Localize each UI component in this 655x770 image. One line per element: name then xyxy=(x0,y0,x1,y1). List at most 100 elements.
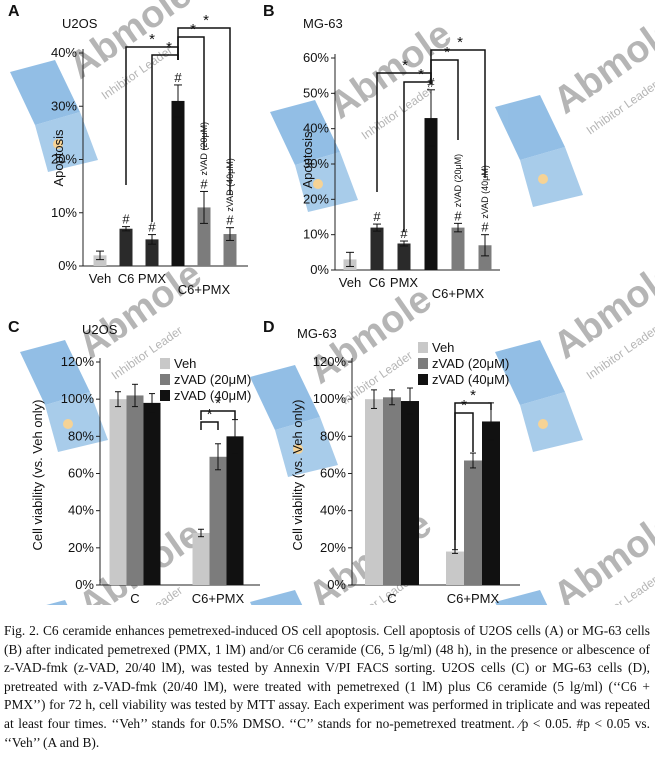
x-tick-label: Veh xyxy=(89,271,111,286)
y-tick-label: 10% xyxy=(303,227,329,242)
significance-star: * xyxy=(149,31,155,48)
bar-label-vertical: zVAD (40μM) xyxy=(480,165,490,219)
bar xyxy=(197,207,211,266)
legend-swatch xyxy=(418,342,428,353)
bar xyxy=(397,243,411,270)
hash-mark: # xyxy=(226,213,234,228)
bar xyxy=(171,100,185,266)
bar-label-vertical: zVAD (20μM) xyxy=(453,154,463,208)
bar xyxy=(226,436,244,585)
watermark-brand: Abmole xyxy=(546,253,655,367)
significance-bracket xyxy=(454,402,492,540)
y-tick-label: 30% xyxy=(51,98,77,113)
y-tick-label: 120% xyxy=(313,354,347,369)
y-axis-label: Apoptosis xyxy=(51,129,66,187)
bar xyxy=(365,399,383,585)
hash-mark: # xyxy=(373,209,381,224)
watermark-tagline: Inhibitor Leader xyxy=(584,323,655,382)
x-tick-label: C6 xyxy=(369,275,386,290)
bar xyxy=(192,532,210,585)
hash-mark: # xyxy=(148,220,156,235)
significance-star: * xyxy=(215,395,221,412)
legend-swatch xyxy=(160,358,170,369)
y-tick-label: 0% xyxy=(310,262,329,277)
y-tick-label: 80% xyxy=(68,428,94,443)
significance-star: * xyxy=(166,39,172,56)
bar xyxy=(145,239,159,266)
legend-swatch xyxy=(160,374,170,385)
chart-title: U2OS xyxy=(82,322,118,337)
bar xyxy=(424,118,438,270)
hash-mark: # xyxy=(174,70,182,85)
bar xyxy=(223,234,237,266)
watermark-brand: Abmole xyxy=(546,503,655,605)
y-axis-label: Cell viability (vs. Veh only) xyxy=(290,400,305,551)
y-tick-label: 50% xyxy=(303,85,329,100)
bar xyxy=(464,460,482,585)
y-tick-label: 100% xyxy=(313,391,347,406)
chart-panel-c: C U2OS 0% 20% 40% 60% 80% 100% 120% Cell viabilit… xyxy=(0,310,330,606)
significance-bracket xyxy=(177,27,231,195)
y-axis-label: Apoptosis xyxy=(300,131,315,189)
significance-star: * xyxy=(418,66,424,83)
bar xyxy=(478,245,492,270)
legend-label: zVAD (20μM) xyxy=(174,372,251,387)
chart-title: MG-63 xyxy=(303,16,343,31)
chart-b-svg: BMG-630%10%20%30%40%50%60%Apoptosis####z… xyxy=(263,3,500,301)
significance-star: * xyxy=(402,57,408,74)
legend-label: Veh xyxy=(174,356,196,371)
hash-mark: # xyxy=(400,226,408,241)
legend-label: Veh xyxy=(432,340,454,355)
y-tick-label: 20% xyxy=(320,540,346,555)
y-tick-label: 60% xyxy=(303,50,329,65)
bar xyxy=(209,456,227,585)
x-tick-label: C6+PMX xyxy=(447,591,500,606)
significance-star: * xyxy=(203,12,209,29)
legend-label: zVAD (40μM) xyxy=(174,388,251,403)
panel-letter: C xyxy=(8,319,20,336)
panel-letter: B xyxy=(263,3,275,20)
bar xyxy=(482,421,500,585)
watermark-dot xyxy=(538,174,548,184)
bar xyxy=(126,395,144,585)
legend-swatch xyxy=(160,390,170,401)
y-tick-label: 60% xyxy=(320,466,346,481)
watermark-tagline: Inhibitor Leader xyxy=(584,78,655,137)
significance-bracket xyxy=(200,410,236,420)
watermark-shape xyxy=(520,147,583,207)
bar xyxy=(401,401,419,585)
chart-title: MG-63 xyxy=(297,326,337,341)
x-tick-label: C xyxy=(130,591,139,606)
x-tick-label: C6+PMX xyxy=(192,591,245,606)
y-tick-label: 80% xyxy=(320,428,346,443)
x-tick-label: C6 xyxy=(118,271,135,286)
y-tick-label: 0% xyxy=(327,577,346,592)
bar xyxy=(119,228,133,266)
chart-panel-a: A U2OS 0% 10% 20% 30% 40% Apoptosis # # # # zVAD (20… xyxy=(0,0,330,300)
hash-mark: # xyxy=(454,208,462,223)
legend-swatch xyxy=(418,358,428,369)
significance-bracket xyxy=(430,49,486,178)
y-tick-label: 40% xyxy=(303,121,329,136)
y-tick-label: 30% xyxy=(303,156,329,171)
panel-letter: A xyxy=(8,3,20,20)
significance-star: * xyxy=(457,34,463,51)
bar xyxy=(446,551,464,585)
bar xyxy=(370,227,384,270)
y-tick-label: 60% xyxy=(68,466,94,481)
bar xyxy=(383,397,401,585)
y-tick-label: 40% xyxy=(51,45,77,60)
watermark-tagline: Inhibitor Leader xyxy=(584,573,655,605)
y-axis-label: Cell viability (vs. Veh only) xyxy=(30,400,45,551)
x-tick-label: C xyxy=(387,591,396,606)
significance-star: * xyxy=(190,21,196,38)
group-label: C6+PMX xyxy=(432,286,485,301)
x-tick-label: PMX xyxy=(390,275,419,290)
legend-swatch xyxy=(418,374,428,385)
x-tick-label: PMX xyxy=(138,271,167,286)
y-tick-label: 20% xyxy=(68,540,94,555)
y-tick-label: 20% xyxy=(51,152,77,167)
y-tick-label: 10% xyxy=(51,205,77,220)
bar xyxy=(93,255,107,266)
